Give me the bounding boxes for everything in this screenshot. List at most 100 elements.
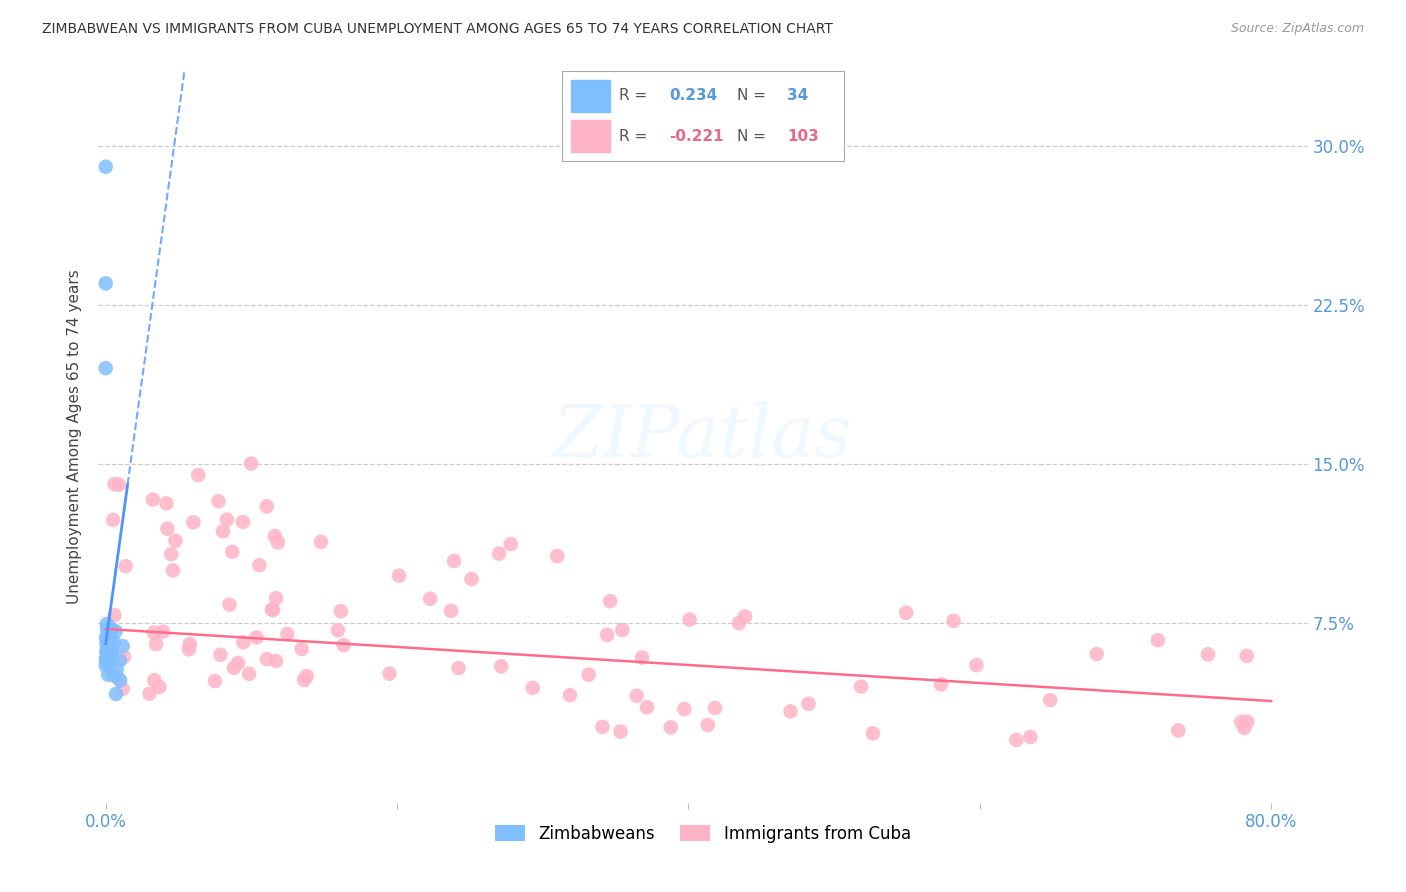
Point <box>703 701 725 715</box>
Point <box>240 457 263 471</box>
Point <box>183 516 205 530</box>
Point <box>491 659 513 673</box>
Point <box>179 637 201 651</box>
Point <box>142 492 165 507</box>
Point <box>96 656 118 670</box>
Point <box>1236 648 1258 663</box>
Point <box>1236 714 1258 729</box>
Point <box>94 361 117 376</box>
Point <box>264 654 287 668</box>
Point <box>142 625 165 640</box>
Point <box>103 477 125 491</box>
Point <box>1085 647 1108 661</box>
Point <box>160 547 183 561</box>
Text: 0.234: 0.234 <box>669 88 717 103</box>
Point <box>256 500 278 514</box>
Point <box>212 524 235 539</box>
Point <box>152 624 174 639</box>
Point <box>165 533 187 548</box>
Point <box>162 564 184 578</box>
Point <box>596 628 619 642</box>
Point <box>247 558 270 573</box>
Point <box>849 680 872 694</box>
Point <box>94 651 117 665</box>
Point <box>94 631 117 645</box>
Point <box>108 477 131 491</box>
Point <box>522 681 544 695</box>
Point <box>678 613 700 627</box>
Point <box>97 648 120 663</box>
Point <box>209 648 232 662</box>
Point <box>96 644 118 658</box>
Point <box>96 644 118 658</box>
Point <box>388 568 411 582</box>
Point <box>103 635 125 649</box>
Point <box>114 559 136 574</box>
Text: -0.221: -0.221 <box>669 128 724 144</box>
Point <box>100 622 122 636</box>
Point <box>155 496 177 510</box>
Point <box>612 623 634 637</box>
Text: R =: R = <box>619 128 652 144</box>
Point <box>264 591 287 606</box>
Text: 103: 103 <box>787 128 820 144</box>
Text: 34: 34 <box>787 88 808 103</box>
Point <box>138 687 160 701</box>
Point <box>460 572 482 586</box>
Point <box>207 494 229 508</box>
Point <box>447 661 470 675</box>
Point <box>215 512 238 526</box>
Point <box>143 673 166 688</box>
Point <box>591 720 613 734</box>
Point <box>1147 633 1170 648</box>
Point <box>1167 723 1189 738</box>
Point <box>631 650 654 665</box>
Point <box>232 635 254 649</box>
Point <box>108 673 131 688</box>
Point <box>145 637 167 651</box>
Point <box>96 649 118 664</box>
Point <box>96 652 118 666</box>
Point <box>97 653 120 667</box>
Point <box>111 681 134 696</box>
Point <box>1039 693 1062 707</box>
Point <box>256 652 278 666</box>
Point <box>1233 721 1256 735</box>
Point <box>96 652 118 666</box>
Y-axis label: Unemployment Among Ages 65 to 74 years: Unemployment Among Ages 65 to 74 years <box>67 269 83 605</box>
Text: ZIPatlas: ZIPatlas <box>553 401 853 473</box>
Point <box>276 627 298 641</box>
Point <box>94 658 117 673</box>
Point <box>499 537 522 551</box>
Point <box>148 680 170 694</box>
Point <box>862 726 884 740</box>
Point <box>108 654 131 668</box>
Point <box>1197 648 1219 662</box>
Legend: Zimbabweans, Immigrants from Cuba: Zimbabweans, Immigrants from Cuba <box>489 818 917 849</box>
Text: Source: ZipAtlas.com: Source: ZipAtlas.com <box>1230 22 1364 36</box>
Point <box>100 642 122 657</box>
Point <box>419 591 441 606</box>
Point <box>97 633 120 648</box>
Point <box>260 602 283 616</box>
Point <box>221 545 243 559</box>
Point <box>942 614 965 628</box>
Point <box>226 656 249 670</box>
Bar <box>571 120 610 152</box>
Point <box>105 663 128 677</box>
Point <box>100 652 122 666</box>
Point <box>440 604 463 618</box>
Point <box>636 700 658 714</box>
Point <box>104 624 127 639</box>
Point <box>107 671 129 685</box>
Point <box>103 608 125 623</box>
Point <box>103 668 125 682</box>
Point <box>98 639 121 653</box>
Point <box>267 535 290 549</box>
Point <box>222 661 245 675</box>
Point <box>609 724 631 739</box>
Point <box>1005 733 1028 747</box>
Point <box>262 603 284 617</box>
Point <box>112 649 135 664</box>
Point <box>97 667 120 681</box>
